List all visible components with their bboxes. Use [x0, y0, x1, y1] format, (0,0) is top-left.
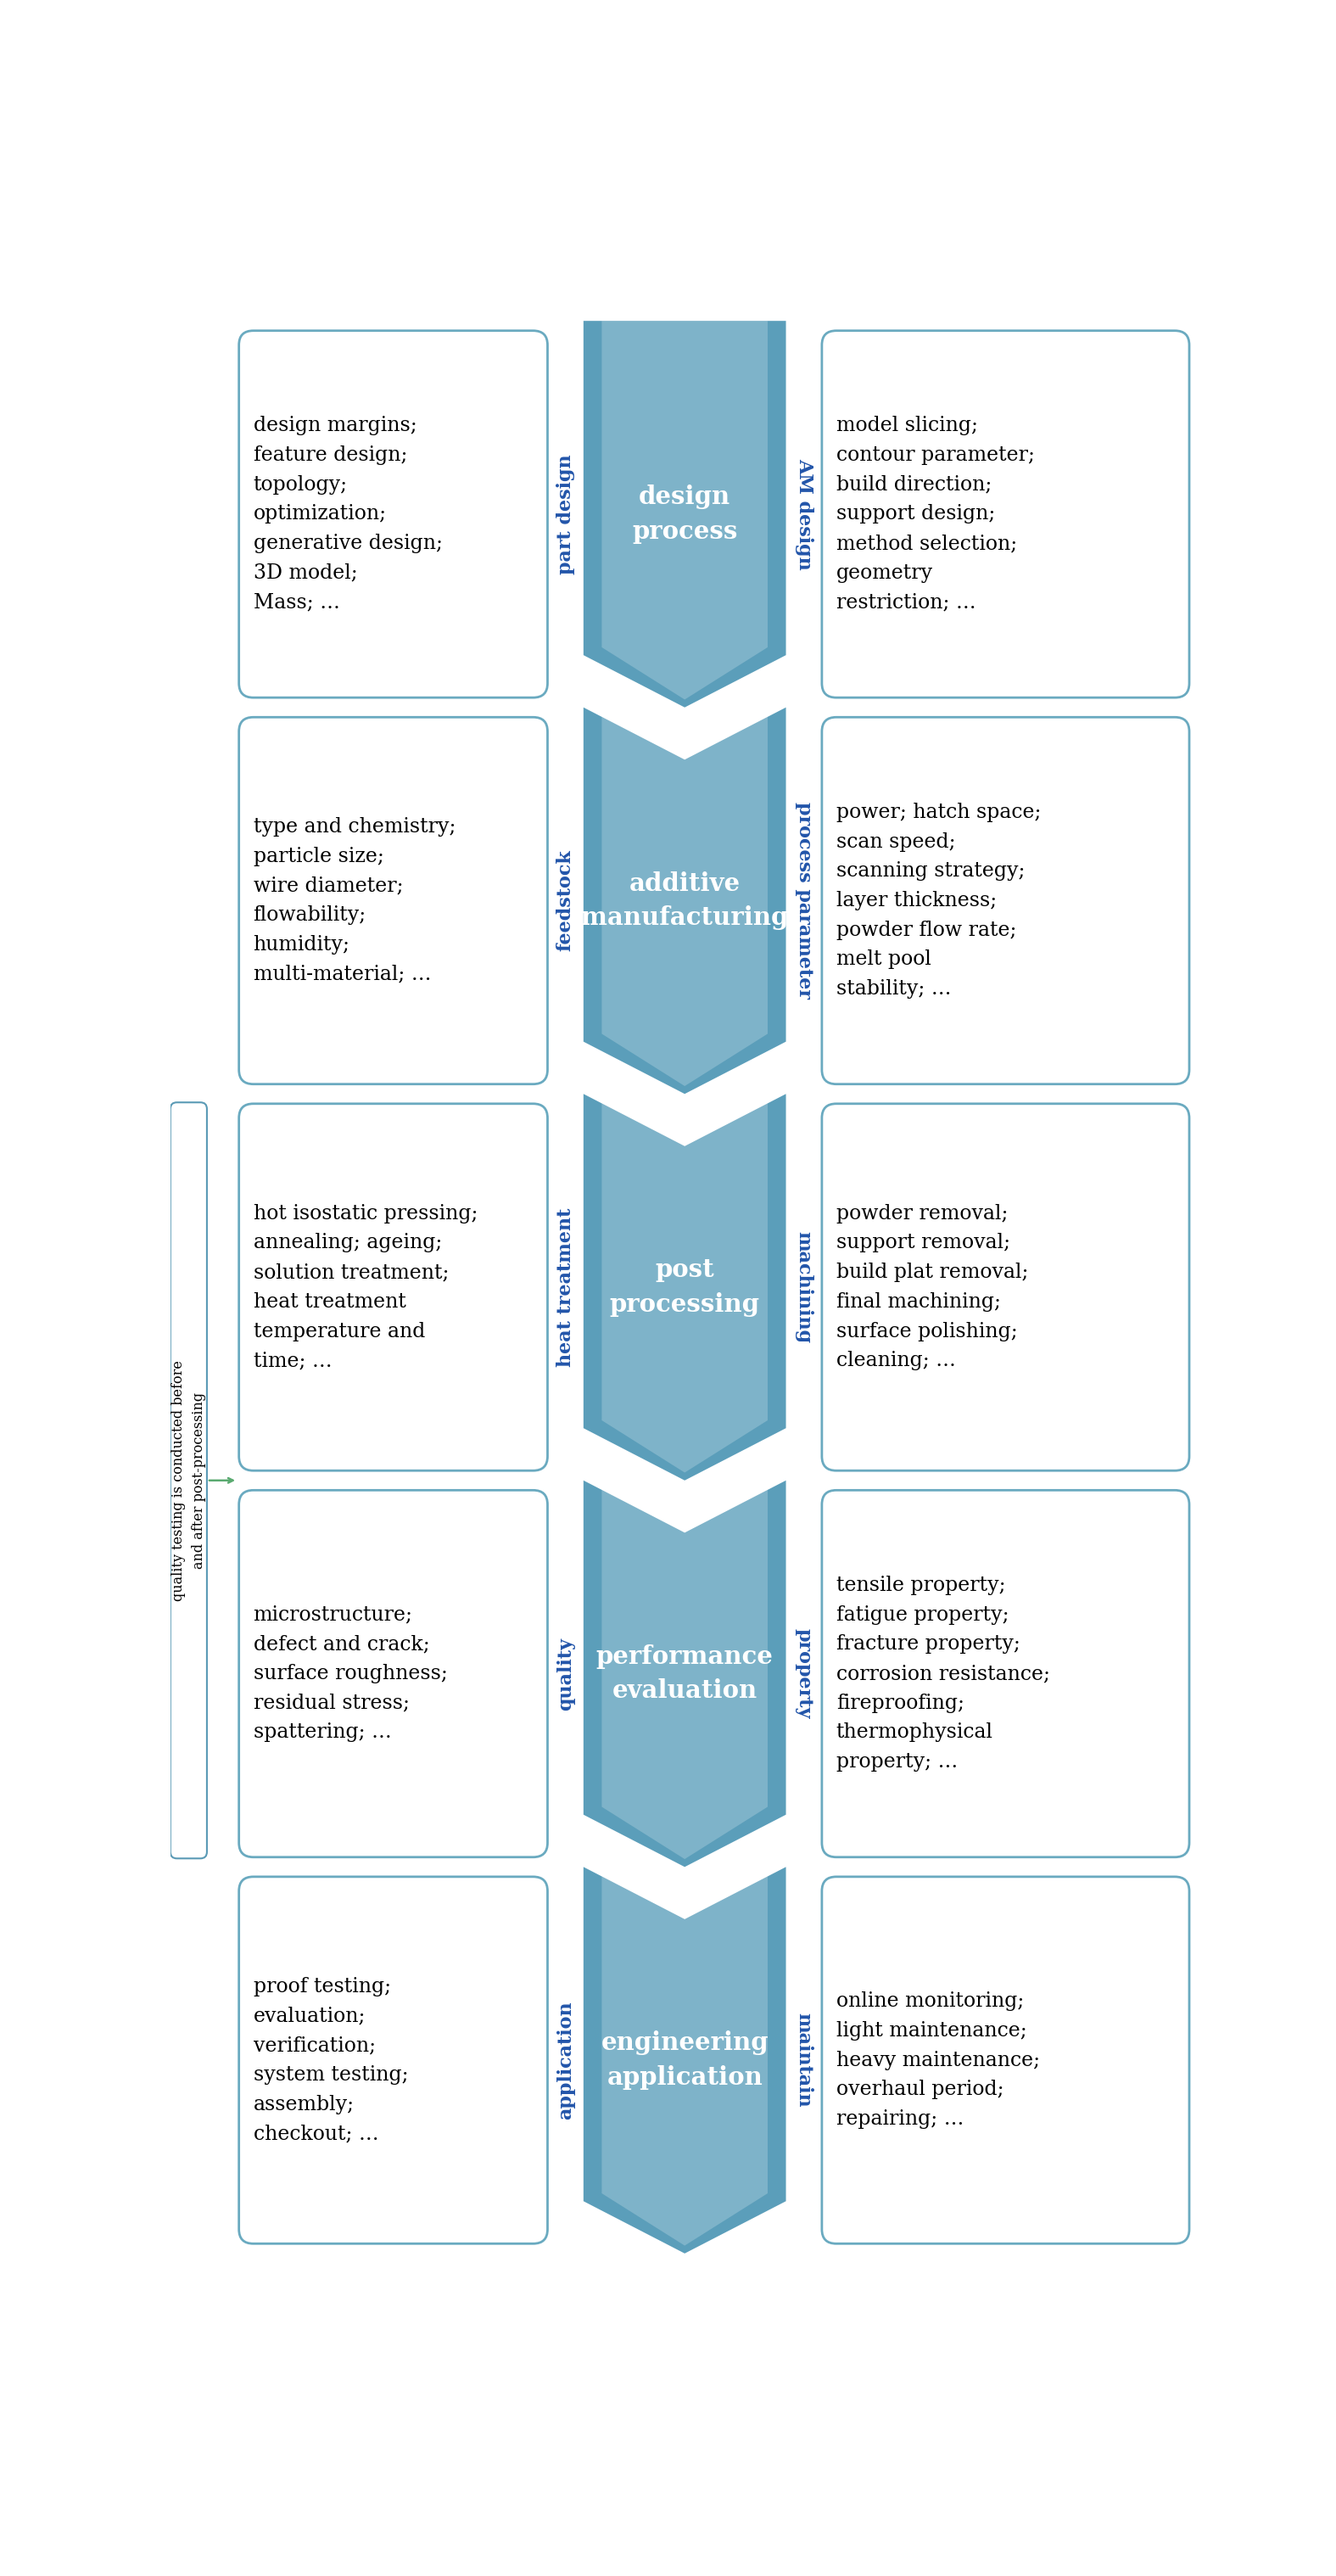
FancyBboxPatch shape: [822, 1489, 1189, 1857]
Text: application: application: [556, 2002, 574, 2120]
Text: maintain: maintain: [795, 2012, 814, 2107]
FancyBboxPatch shape: [822, 1103, 1189, 1471]
Text: design margins;
feature design;
topology;
optimization;
generative design;
3D mo: design margins; feature design; topology…: [254, 417, 442, 613]
Text: part design: part design: [556, 453, 574, 574]
Text: quality testing is conducted before
and after post-processing: quality testing is conducted before and …: [171, 1360, 206, 1600]
FancyBboxPatch shape: [822, 716, 1189, 1084]
FancyBboxPatch shape: [239, 330, 548, 698]
Text: heat treatment: heat treatment: [556, 1208, 574, 1368]
Text: engineering
application: engineering application: [601, 2030, 768, 2089]
Polygon shape: [584, 1481, 786, 1868]
Text: online monitoring;
light maintenance;
heavy maintenance;
overhaul period;
repair: online monitoring; light maintenance; he…: [836, 1991, 1039, 2128]
Text: microstructure;
defect and crack;
surface roughness;
residual stress;
spattering: microstructure; defect and crack; surfac…: [254, 1605, 448, 1741]
Text: power; hatch space;
scan speed;
scanning strategy;
layer thickness;
powder flow : power; hatch space; scan speed; scanning…: [836, 804, 1041, 999]
Polygon shape: [601, 708, 768, 1087]
Text: feedstock: feedstock: [556, 850, 574, 951]
Text: additive
manufacturing: additive manufacturing: [581, 871, 788, 930]
Text: powder removal;
support removal;
build plat removal;
final machining;
surface po: powder removal; support removal; build p…: [836, 1203, 1029, 1370]
Polygon shape: [601, 1095, 768, 1473]
Text: post
processing: post processing: [609, 1257, 760, 1316]
Polygon shape: [584, 1095, 786, 1481]
Text: design
process: design process: [632, 484, 737, 544]
FancyBboxPatch shape: [239, 716, 548, 1084]
Polygon shape: [601, 1868, 768, 2246]
FancyBboxPatch shape: [239, 1489, 548, 1857]
Polygon shape: [601, 322, 768, 701]
Polygon shape: [584, 708, 786, 1095]
Text: process parameter: process parameter: [795, 801, 814, 999]
FancyBboxPatch shape: [822, 330, 1189, 698]
Text: tensile property;
fatigue property;
fracture property;
corrosion resistance;
fir: tensile property; fatigue property; frac…: [836, 1577, 1050, 1772]
Text: type and chemistry;
particle size;
wire diameter;
flowability;
humidity;
multi-m: type and chemistry; particle size; wire …: [254, 817, 456, 984]
Text: AM design: AM design: [795, 459, 814, 569]
Polygon shape: [584, 322, 786, 708]
Text: quality: quality: [556, 1638, 574, 1710]
Polygon shape: [601, 1481, 768, 1860]
FancyBboxPatch shape: [822, 1878, 1189, 2244]
Text: model slicing;
contour parameter;
build direction;
support design;
method select: model slicing; contour parameter; build …: [836, 417, 1034, 613]
Polygon shape: [584, 1868, 786, 2254]
Text: machining: machining: [795, 1231, 814, 1342]
FancyBboxPatch shape: [171, 1103, 207, 1857]
Text: performance
evaluation: performance evaluation: [596, 1643, 774, 1703]
Text: hot isostatic pressing;
annealing; ageing;
solution treatment;
heat treatment
te: hot isostatic pressing; annealing; agein…: [254, 1203, 478, 1370]
FancyBboxPatch shape: [239, 1878, 548, 2244]
Text: property: property: [795, 1628, 814, 1718]
FancyBboxPatch shape: [239, 1103, 548, 1471]
Text: proof testing;
evaluation;
verification;
system testing;
assembly;
checkout; …: proof testing; evaluation; verification;…: [254, 1976, 409, 2143]
